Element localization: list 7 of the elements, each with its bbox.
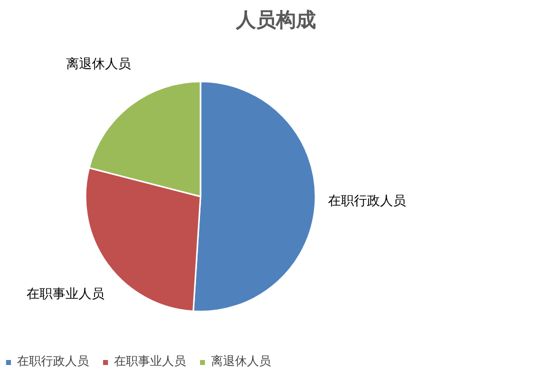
slice-label: 在职行政人员 [328,194,406,210]
slice-label: 离退休人员 [66,56,131,72]
chart-title: 人员构成 [235,8,316,32]
slice-label: 在职事业人员 [26,287,105,302]
legend-label: 在职行政人员 [17,353,89,370]
legend-label: 离退休人员 [211,353,271,370]
legend-label: 在职事业人员 [114,353,186,370]
